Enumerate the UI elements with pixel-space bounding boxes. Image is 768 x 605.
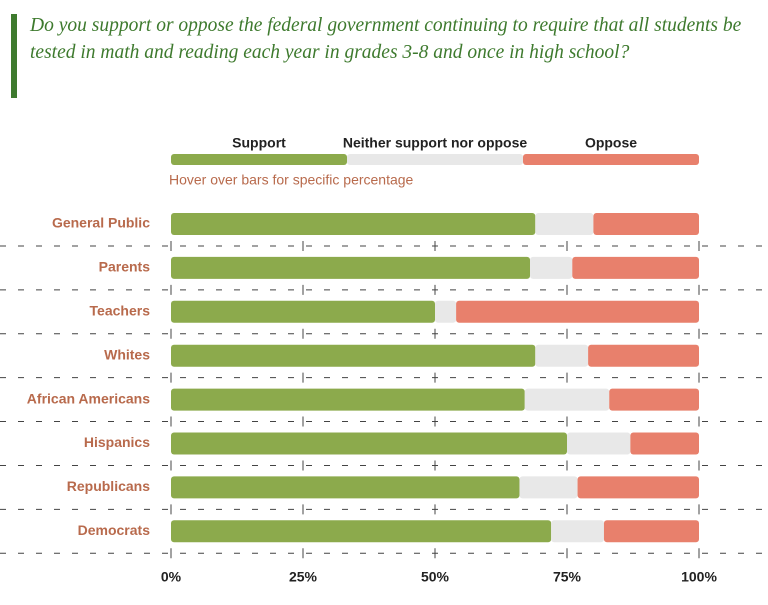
bar-segment[interactable] <box>530 256 573 279</box>
bar-segment[interactable] <box>171 476 520 499</box>
bar-segment[interactable] <box>567 432 631 455</box>
bar-segment[interactable] <box>171 256 531 279</box>
bar-segment[interactable] <box>572 256 699 279</box>
bar-segment[interactable] <box>603 520 699 543</box>
category-label: Republicans <box>67 478 150 494</box>
bar-segment[interactable] <box>519 476 578 499</box>
category-label: Parents <box>99 259 151 275</box>
x-tick-label: 75% <box>553 569 582 585</box>
category-label: Whites <box>104 346 150 362</box>
legend-label: Oppose <box>585 135 637 151</box>
bar-segment[interactable] <box>171 432 567 455</box>
bar-segment[interactable] <box>456 300 699 323</box>
bar-segment[interactable] <box>577 476 699 499</box>
legend-label: Neither support nor oppose <box>343 135 528 151</box>
bar-segment[interactable] <box>630 432 699 455</box>
annotation: Hover over bars for specific percentage <box>169 172 414 188</box>
bar-segment[interactable] <box>535 213 594 235</box>
bar-segment[interactable] <box>524 388 610 411</box>
category-label: African Americans <box>27 390 150 406</box>
bar-segment[interactable] <box>171 520 552 543</box>
bar-segment[interactable] <box>171 300 435 323</box>
bar-segment[interactable] <box>588 344 699 367</box>
bar-segment[interactable] <box>171 344 536 367</box>
legend-swatch <box>347 154 523 165</box>
x-tick-label: 25% <box>289 569 318 585</box>
legend-label: Support <box>232 135 286 151</box>
bar-segment[interactable] <box>535 344 589 367</box>
bar-segment[interactable] <box>435 300 457 323</box>
category-label: Hispanics <box>84 434 150 450</box>
legend-swatch <box>171 154 347 165</box>
bar-segment[interactable] <box>171 213 536 235</box>
bar-segment[interactable] <box>593 213 699 235</box>
bar-segment[interactable] <box>609 388 699 411</box>
x-tick-label: 50% <box>421 569 450 585</box>
title-accent <box>11 14 17 98</box>
category-label: General Public <box>52 215 150 231</box>
category-label: Teachers <box>90 303 151 319</box>
bar-segment[interactable] <box>171 388 525 411</box>
category-label: Democrats <box>78 522 151 538</box>
bar-segment[interactable] <box>551 520 604 543</box>
legend-swatch <box>523 154 699 165</box>
x-tick-label: 0% <box>161 569 182 585</box>
chart-title: Do you support or oppose the federal gov… <box>30 15 742 63</box>
x-tick-label: 100% <box>681 569 717 585</box>
